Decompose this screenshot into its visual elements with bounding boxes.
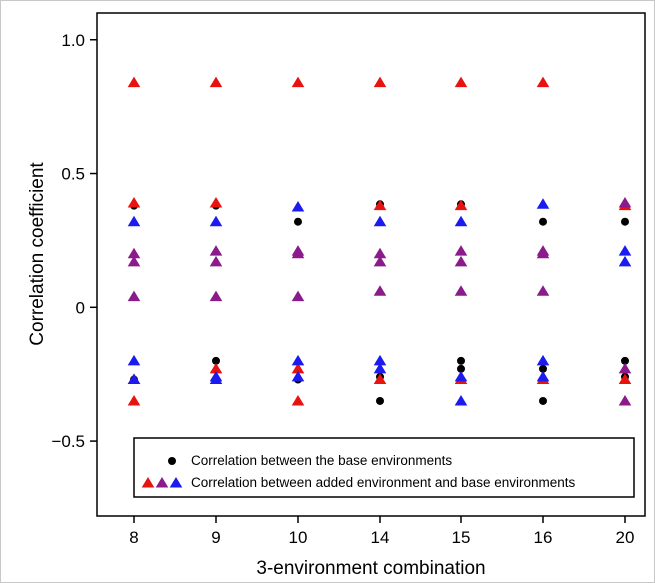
legend-label-added: Correlation between added environment an…	[191, 475, 575, 490]
point-red	[291, 76, 305, 88]
point-purple	[536, 285, 550, 296]
legend-marker-blue	[169, 477, 183, 488]
point-base	[539, 217, 547, 226]
point-purple	[536, 247, 550, 259]
y-tick-label: 0	[76, 298, 85, 317]
point-purple	[291, 247, 305, 259]
point-blue	[536, 354, 550, 366]
x-tick-label: 14	[371, 528, 390, 547]
x-tick-label: 9	[211, 528, 220, 547]
point-red	[536, 76, 550, 88]
point-purple	[291, 290, 305, 302]
point-red	[209, 76, 223, 88]
point-purple	[209, 290, 223, 302]
data-points	[127, 76, 632, 406]
legend-box	[133, 437, 635, 498]
point-red	[454, 76, 468, 88]
point-red	[373, 76, 387, 88]
point-red	[618, 373, 632, 385]
x-axis-title: 3-environment combination	[256, 558, 485, 579]
point-purple	[618, 362, 632, 374]
point-blue	[536, 198, 550, 209]
point-purple	[454, 285, 468, 296]
legend-marker-red	[141, 477, 155, 488]
x-axis: 8 9 10 14 15 16 20	[129, 516, 634, 547]
point-purple	[209, 255, 223, 267]
legend-label-base: Correlation between the base environment…	[191, 453, 452, 468]
y-axis-title: Correlation coefficient	[27, 162, 48, 346]
point-red	[454, 199, 468, 211]
point-base	[539, 396, 547, 405]
point-purple	[454, 245, 468, 256]
point-base	[294, 217, 302, 226]
point-red	[291, 362, 305, 374]
point-red	[209, 196, 223, 208]
x-tick-label: 10	[289, 528, 308, 547]
y-tick-label: 1.0	[61, 31, 85, 50]
plot-area-border	[96, 12, 646, 517]
point-base	[539, 364, 547, 373]
point-blue	[536, 370, 550, 382]
point-blue	[373, 354, 387, 366]
point-red	[127, 196, 141, 208]
point-base	[457, 356, 465, 365]
point-red	[291, 394, 305, 406]
x-tick-label: 8	[129, 528, 138, 547]
point-blue	[127, 373, 141, 385]
point-base	[376, 396, 384, 405]
point-red	[373, 199, 387, 211]
point-blue	[454, 215, 468, 227]
legend-marker-base	[168, 457, 176, 465]
point-blue	[454, 370, 468, 382]
point-blue	[209, 215, 223, 227]
point-blue	[291, 370, 305, 382]
point-purple	[373, 285, 387, 296]
point-blue	[291, 354, 305, 366]
point-blue	[454, 394, 468, 406]
x-tick-label: 20	[616, 528, 635, 547]
point-base	[621, 217, 629, 226]
legend-markers	[141, 457, 183, 488]
point-blue	[373, 362, 387, 374]
point-purple	[373, 247, 387, 259]
point-purple	[618, 394, 632, 406]
legend-marker-purple	[155, 477, 169, 488]
point-blue	[209, 373, 223, 385]
y-axis: 1.0 0.5 0 −0.5	[51, 31, 97, 451]
point-red	[373, 373, 387, 385]
point-red	[209, 362, 223, 374]
legend: Correlation between the base environment…	[133, 437, 635, 498]
point-purple	[618, 196, 632, 208]
point-blue	[618, 245, 632, 256]
y-tick-label: 0.5	[61, 165, 85, 184]
point-base	[212, 356, 220, 365]
point-purple	[209, 245, 223, 256]
point-purple	[127, 255, 141, 267]
point-purple	[454, 255, 468, 267]
point-purple	[127, 290, 141, 302]
point-blue	[618, 255, 632, 267]
point-blue	[127, 354, 141, 366]
point-red	[127, 76, 141, 88]
point-red	[127, 394, 141, 406]
point-base	[621, 356, 629, 365]
point-purple	[127, 247, 141, 259]
point-blue	[127, 215, 141, 227]
x-tick-label: 15	[452, 528, 471, 547]
point-purple	[373, 255, 387, 267]
point-base	[457, 364, 465, 373]
point-blue	[373, 215, 387, 227]
y-tick-label: −0.5	[51, 432, 85, 451]
point-blue	[291, 200, 305, 212]
x-tick-label: 16	[534, 528, 553, 547]
